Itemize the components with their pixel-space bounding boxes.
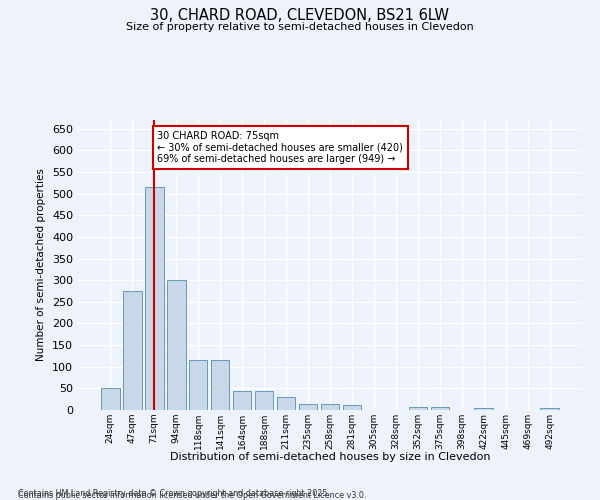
Bar: [255, 390, 274, 410]
Bar: [189, 360, 208, 410]
Text: Contains HM Land Registry data © Crown copyright and database right 2025.: Contains HM Land Registry data © Crown c…: [18, 488, 330, 498]
Bar: [431, 406, 449, 410]
Bar: [320, 404, 340, 410]
Bar: [123, 291, 142, 410]
Bar: [277, 397, 295, 410]
Bar: [233, 390, 251, 410]
Bar: [541, 408, 559, 410]
Bar: [101, 388, 119, 410]
Bar: [211, 360, 229, 410]
Bar: [299, 404, 317, 410]
Bar: [343, 405, 361, 410]
Bar: [145, 187, 164, 410]
Bar: [475, 408, 493, 410]
Text: Size of property relative to semi-detached houses in Clevedon: Size of property relative to semi-detach…: [126, 22, 474, 32]
Text: 30, CHARD ROAD, CLEVEDON, BS21 6LW: 30, CHARD ROAD, CLEVEDON, BS21 6LW: [151, 8, 449, 22]
Bar: [167, 280, 185, 410]
Y-axis label: Number of semi-detached properties: Number of semi-detached properties: [37, 168, 46, 362]
Text: Distribution of semi-detached houses by size in Clevedon: Distribution of semi-detached houses by …: [170, 452, 490, 462]
Text: Contains public sector information licensed under the Open Government Licence v3: Contains public sector information licen…: [18, 491, 367, 500]
Text: 30 CHARD ROAD: 75sqm
← 30% of semi-detached houses are smaller (420)
69% of semi: 30 CHARD ROAD: 75sqm ← 30% of semi-detac…: [157, 131, 403, 164]
Bar: [409, 406, 427, 410]
